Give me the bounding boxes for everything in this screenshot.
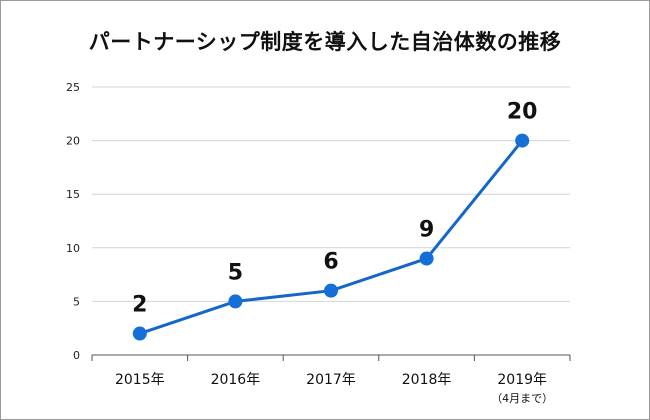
data-point: [419, 251, 434, 266]
series-line-path: [139, 139, 524, 335]
x-tick-label: 2015年: [115, 372, 165, 388]
data-label: 20: [507, 100, 538, 125]
x-tick-labels: 2015年 2016年 2017年 2018年 2019年 （4月まで）: [115, 372, 553, 405]
y-tick-label: 5: [73, 295, 80, 308]
y-tick-label: 15: [66, 188, 80, 201]
chart-title: パートナーシップ制度を導入した自治体数の推移: [88, 30, 562, 54]
x-tick-note: （4月まで）: [491, 392, 553, 405]
data-label: 2: [132, 293, 147, 318]
data-point: [228, 294, 243, 309]
data-points: [132, 133, 530, 341]
y-tick-labels: 0 5 10 15 20 25: [66, 81, 80, 362]
y-tick-label: 20: [66, 135, 80, 148]
data-point: [132, 326, 147, 341]
data-point: [515, 133, 530, 148]
data-point: [324, 283, 338, 298]
x-axis: [91, 354, 571, 361]
y-tick-label: 10: [66, 242, 80, 255]
gridlines: [92, 86, 570, 302]
y-tick-label: 25: [66, 81, 80, 94]
data-label: 9: [419, 218, 434, 243]
data-label: 5: [228, 260, 243, 285]
x-tick-label: 2016年: [211, 372, 261, 388]
x-tick-label: 2017年: [306, 372, 356, 388]
series-line: [139, 139, 524, 335]
y-tick-label: 0: [73, 349, 80, 362]
data-label: 6: [323, 250, 338, 275]
data-labels: 2 5 6 9 20: [132, 100, 537, 318]
x-tick-label: 2019年: [497, 372, 547, 388]
x-tick-label: 2018年: [402, 372, 452, 388]
